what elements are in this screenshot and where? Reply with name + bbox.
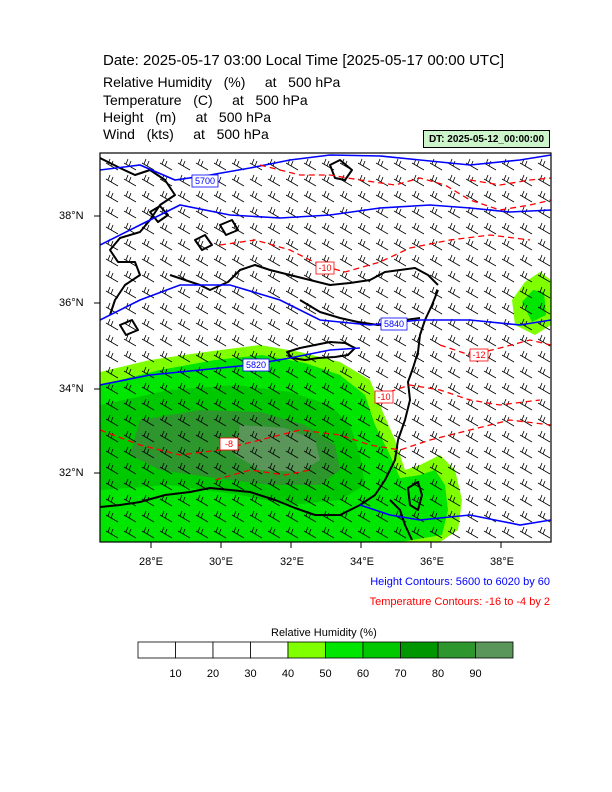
temperature-label-a: -10	[315, 261, 335, 275]
coastlines	[100, 157, 439, 541]
colorbar-swatch-0	[137, 641, 176, 659]
colorbar-swatch-9	[475, 641, 514, 659]
colorbar-label-90: 90	[469, 668, 482, 680]
temperature-contour-info: Temperature Contours: -16 to -4 by 2	[369, 596, 550, 608]
colorbar-label-50: 50	[319, 668, 332, 680]
temperature-contours	[100, 164, 551, 481]
wind-barbs	[105, 158, 551, 539]
height-label-5840: 5840	[380, 317, 408, 331]
colorbar-swatch-5	[325, 641, 364, 659]
dt-badge: DT: 2025-05-12_00:00:00	[423, 130, 550, 148]
svg-text:-12: -12	[472, 350, 485, 360]
svg-text:5700: 5700	[195, 176, 215, 186]
colorbar-swatch-6	[362, 641, 401, 659]
variable-line-wind: Wind (kts) at 500 hPa	[103, 126, 269, 142]
colorbar-title: Relative Humidity (%)	[271, 627, 377, 639]
svg-text:-10: -10	[318, 263, 331, 273]
colorbar-swatch-7	[400, 641, 439, 659]
colorbar-label-70: 70	[394, 668, 407, 680]
variable-line-rh: Relative Humidity (%) at 500 hPa	[103, 74, 341, 90]
svg-text:-10: -10	[377, 392, 390, 402]
temperature-label-c: -10	[374, 390, 394, 404]
lat-tick-34: 34°N	[59, 383, 84, 395]
temperature-label-d: -8	[219, 437, 239, 451]
lon-tick-38: 38°E	[490, 556, 514, 568]
map-title: Date: 2025-05-17 03:00 Local Time [2025-…	[103, 52, 505, 69]
variable-line-temperature: Temperature (C) at 500 hPa	[103, 92, 308, 108]
colorbar-label-60: 60	[356, 668, 370, 680]
lon-tick-30: 30°E	[209, 556, 233, 568]
lat-tick-36: 36°N	[59, 297, 84, 309]
temperature-label-b: -12	[469, 348, 489, 362]
colorbar-swatch-2	[212, 641, 251, 659]
colorbar-swatch-4	[287, 641, 326, 659]
colorbar-swatch-3	[250, 641, 289, 659]
colorbar	[137, 641, 514, 659]
lon-tick-32: 32°E	[280, 556, 304, 568]
colorbar-swatch-1	[175, 641, 214, 659]
lon-tick-34: 34°E	[350, 556, 374, 568]
lon-tick-36: 36°E	[420, 556, 444, 568]
colorbar-label-20: 20	[206, 668, 220, 680]
humidity-region-east-inner	[522, 290, 546, 322]
map-frame	[99, 152, 552, 543]
height-label-5820: 5820	[242, 358, 270, 372]
colorbar-label-40: 40	[281, 668, 295, 680]
humidity-region-90	[235, 425, 320, 472]
colorbar-label-10: 10	[169, 668, 182, 680]
svg-text:5840: 5840	[384, 319, 404, 329]
height-contour-info: Height Contours: 5600 to 6020 by 60	[370, 576, 550, 588]
height-label-5700: 5700	[191, 174, 219, 188]
variable-line-height: Height (m) at 500 hPa	[103, 109, 272, 125]
lat-tick-32: 32°N	[59, 467, 84, 479]
svg-text:-8: -8	[225, 439, 233, 449]
colorbar-swatch-8	[437, 641, 476, 659]
colorbar-label-30: 30	[244, 668, 257, 680]
colorbar-label-80: 80	[431, 668, 445, 680]
lon-tick-28: 28°E	[139, 556, 163, 568]
axis-ticks	[94, 215, 502, 548]
svg-text:5820: 5820	[246, 360, 266, 370]
lat-tick-38: 38°N	[59, 210, 84, 222]
